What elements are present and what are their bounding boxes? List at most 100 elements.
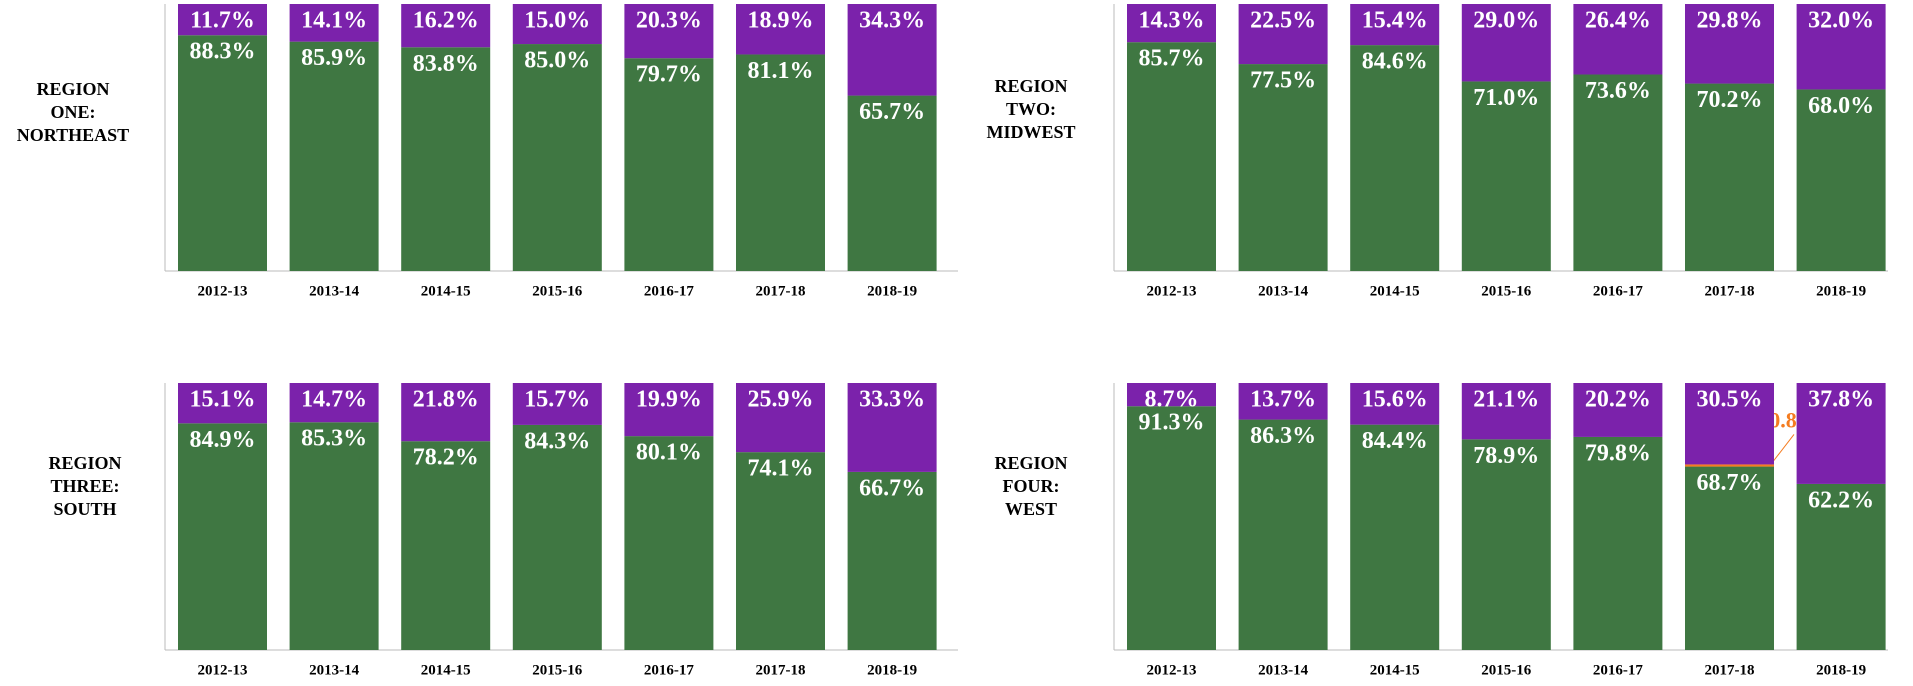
bar-segment: [1127, 4, 1216, 43]
bar-segment: [847, 4, 937, 96]
x-tick-label: 2016-17: [644, 283, 694, 299]
bar-segment: [289, 422, 379, 650]
value-label: 78.2%: [413, 445, 479, 471]
bar-segment: [624, 58, 714, 271]
bar-segment: [736, 4, 825, 55]
value-label: 26.4%: [1585, 8, 1651, 34]
bar-segment: [178, 383, 267, 424]
panel-title: THREE:: [50, 476, 119, 496]
x-tick-label: 2018-19: [1816, 662, 1866, 678]
value-label: 25.9%: [748, 387, 814, 413]
value-label: 68.0%: [1808, 93, 1874, 119]
bar-segment: [401, 47, 491, 272]
x-tick-label: 2014-15: [1370, 283, 1420, 299]
value-label: 19.9%: [636, 387, 702, 413]
x-tick-label: 2015-16: [1481, 662, 1531, 678]
bar-segment: [289, 41, 379, 271]
value-label: 20.2%: [1585, 387, 1651, 413]
bar-segment: [1796, 383, 1886, 484]
value-label: 70.2%: [1697, 87, 1763, 113]
value-label: 14.3%: [1139, 8, 1205, 34]
x-tick-label: 2015-16: [532, 283, 582, 299]
bar-segment: [178, 423, 267, 650]
bar-segment: [736, 383, 825, 453]
bar-segment: [1350, 424, 1440, 650]
value-label: 15.4%: [1362, 8, 1428, 34]
value-label: 18.9%: [748, 8, 814, 34]
value-label: 86.3%: [1250, 423, 1316, 449]
bar-segment: [289, 4, 379, 42]
panel-title: SOUTH: [53, 499, 116, 519]
bar-segment: [401, 441, 491, 650]
value-label: 32.0%: [1808, 8, 1874, 34]
bar-segment: [1573, 436, 1663, 650]
value-label: 15.1%: [190, 387, 256, 413]
value-label: 37.8%: [1808, 387, 1874, 413]
bar-segment: [1350, 45, 1440, 272]
value-label: 34.3%: [859, 8, 925, 34]
value-label: 22.5%: [1250, 8, 1316, 34]
x-tick-label: 2012-13: [198, 283, 248, 299]
value-label: 14.1%: [301, 8, 367, 34]
x-tick-label: 2015-16: [1481, 283, 1531, 299]
x-tick-label: 2014-15: [1370, 662, 1420, 678]
value-label: 29.8%: [1697, 8, 1763, 34]
value-label: 29.0%: [1473, 8, 1539, 34]
bar-segment: [847, 95, 937, 272]
bar-segment: [1238, 4, 1328, 65]
bar-segment: [1685, 466, 1774, 650]
bar-segment: [624, 4, 714, 59]
x-tick-label: 2017-18: [756, 662, 806, 678]
bar-segment: [1461, 383, 1551, 440]
bar-segment: [736, 54, 825, 272]
bar-segment: [1127, 406, 1216, 650]
bar-segment: [1238, 383, 1328, 420]
value-label: 73.6%: [1585, 78, 1651, 104]
x-tick-label: 2012-13: [1147, 283, 1197, 299]
bar-segment: [1350, 4, 1440, 46]
value-label: 62.2%: [1808, 487, 1874, 513]
value-label: 33.3%: [859, 387, 925, 413]
x-tick-label: 2017-18: [1705, 283, 1755, 299]
value-label: 30.5%: [1697, 387, 1763, 413]
value-label: 21.1%: [1473, 387, 1539, 413]
value-label: 83.8%: [413, 51, 479, 77]
bar-segment: [178, 35, 267, 271]
panel-title: WEST: [1005, 499, 1057, 519]
x-tick-label: 2016-17: [1593, 662, 1643, 678]
value-label: 84.3%: [524, 428, 590, 454]
x-tick-label: 2015-16: [532, 662, 582, 678]
value-label: 85.9%: [301, 45, 367, 71]
bar-segment: [1685, 4, 1774, 84]
bar-segment: [624, 383, 714, 437]
bar-segment: [178, 4, 267, 36]
panel-title: ONE:: [51, 102, 96, 122]
bar-segment: [289, 383, 379, 423]
value-label: 84.4%: [1362, 428, 1428, 454]
bar-segment: [624, 436, 714, 650]
value-label: 16.2%: [413, 8, 479, 34]
bar-segment: [1461, 4, 1551, 82]
x-tick-label: 2018-19: [867, 662, 917, 678]
bar-segment: [1127, 383, 1216, 407]
bar-segment: [1461, 81, 1551, 272]
bar-segment: [512, 383, 602, 425]
x-tick-label: 2016-17: [1593, 283, 1643, 299]
x-tick-label: 2018-19: [1816, 283, 1866, 299]
value-label: 84.6%: [1362, 49, 1428, 75]
value-label: 79.8%: [1585, 440, 1651, 466]
bar-segment: [1685, 383, 1774, 465]
x-tick-label: 2013-14: [1258, 283, 1308, 299]
bar-segment: [512, 44, 602, 271]
value-label: 8.7%: [1145, 387, 1199, 413]
x-tick-label: 2018-19: [867, 283, 917, 299]
panel-title: NORTHEAST: [17, 125, 129, 145]
x-tick-label: 2013-14: [309, 662, 359, 678]
x-tick-label: 2017-18: [756, 283, 806, 299]
bar-segment: [1573, 383, 1663, 437]
value-label: 11.7%: [190, 8, 255, 34]
value-label: 15.7%: [524, 387, 590, 413]
x-tick-label: 2014-15: [421, 662, 471, 678]
x-tick-label: 2013-14: [309, 283, 359, 299]
panel-title: MIDWEST: [986, 122, 1075, 142]
